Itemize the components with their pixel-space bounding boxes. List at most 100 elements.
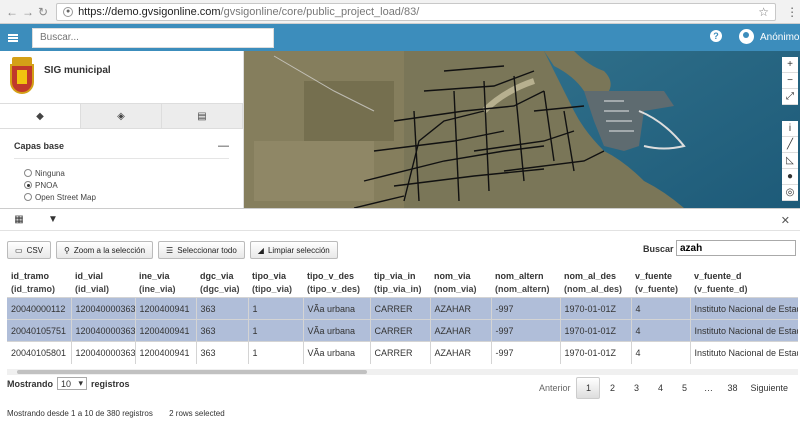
base-layer-option[interactable]: Open Street Map <box>24 191 229 203</box>
table-row[interactable]: 20040105751 120040000363 1200400941 363 1 VÃa… <box>7 319 798 342</box>
length-value: 10 <box>61 378 72 389</box>
global-search-input[interactable] <box>32 27 274 48</box>
column-alias: (ine_via) <box>139 284 176 294</box>
csv-label: CSV <box>26 245 44 255</box>
column-name: dgc_via <box>200 271 234 281</box>
column-name: tipo_v_des <box>307 271 355 281</box>
column-header-nom-altern[interactable]: nom_altern (nom_altern) <box>491 267 560 298</box>
forward-arrow-icon[interactable]: → <box>22 4 34 19</box>
column-name: v_fuente <box>635 271 673 281</box>
collapse-icon[interactable]: — <box>218 139 229 152</box>
column-header-tipo-via[interactable]: tipo_via (tipo_via) <box>248 267 303 298</box>
base-layer-option[interactable]: PNOA <box>24 179 229 191</box>
table-row[interactable]: 20040000112 120040000363 1200400941 363 1 VÃa… <box>7 297 798 320</box>
fullscreen-icon[interactable]: ⤢ <box>782 89 798 105</box>
page-button[interactable]: 3 <box>633 383 639 393</box>
aerial-map-image <box>244 51 800 208</box>
bookmark-star-icon[interactable]: ☆ <box>758 4 770 19</box>
tab-legend[interactable]: ◈ <box>81 104 162 128</box>
table-search-input[interactable] <box>676 240 796 256</box>
filter-icon[interactable]: ▼ <box>48 214 58 225</box>
column-header-v-fuente[interactable]: v_fuente (v_fuente) <box>631 267 690 298</box>
secure-lock-icon: ● <box>63 6 74 17</box>
radio-button[interactable] <box>24 169 32 177</box>
clear-selection-button[interactable]: ◢ Limpiar selección <box>249 241 338 259</box>
attribute-table-panel: ▦ ▼ ✕ ▭ CSV ⚲ Zoom a la selección ☰ Selecci… <box>0 208 800 436</box>
info-icon[interactable]: i <box>782 121 798 137</box>
table-cell: 4 <box>631 341 691 364</box>
tab-table[interactable]: ▤ <box>162 104 243 128</box>
zoom-to-selection-button[interactable]: ⚲ Zoom a la selección <box>56 241 154 259</box>
base-layer-option[interactable]: Ninguna <box>24 167 229 179</box>
scrollbar-thumb[interactable] <box>17 370 367 374</box>
geolocate-icon[interactable]: ◎ <box>782 185 798 201</box>
column-header-dgc-via[interactable]: dgc_via (dgc_via) <box>196 267 248 298</box>
column-alias: (nom_altern) <box>495 284 550 294</box>
column-alias: (v_fuente_d) <box>694 284 748 294</box>
clear-label: Limpiar selección <box>267 245 330 255</box>
column-alias: (tip_via_in) <box>374 284 422 294</box>
page-button[interactable]: 4 <box>657 383 663 393</box>
browser-menu-icon[interactable]: ⋮ <box>786 4 799 19</box>
table-view-icon[interactable]: ▦ <box>14 214 24 225</box>
zoom-out-icon[interactable]: − <box>782 73 798 89</box>
file-icon: ▭ <box>15 245 23 255</box>
next-page-button[interactable]: Siguiente <box>750 383 788 393</box>
column-alias: (id_vial) <box>75 284 110 294</box>
page-button[interactable]: 5 <box>681 383 687 393</box>
hamburger-menu-icon[interactable] <box>8 33 18 42</box>
column-header-nom-via[interactable]: nom_via (nom_via) <box>430 267 491 298</box>
column-header-tipo-v-des[interactable]: tipo_v_des (tipo_v_des) <box>303 267 370 298</box>
measure-line-icon[interactable]: ╱ <box>782 137 798 153</box>
column-name: nom_altern <box>495 271 544 281</box>
table-cell: CARRER <box>370 319 431 342</box>
length-suffix: registros <box>91 378 130 389</box>
close-icon[interactable]: ✕ <box>780 215 790 227</box>
zoom-in-icon[interactable]: + <box>782 57 798 73</box>
column-header-ine-via[interactable]: ine_via (ine_via) <box>135 267 196 298</box>
column-header-id-vial[interactable]: id_vial (id_vial) <box>71 267 135 298</box>
column-header-tip-via-in[interactable]: tip_via_in (tip_via_in) <box>370 267 430 298</box>
column-name: tip_via_in <box>374 271 416 281</box>
table-cell: 1200400941 <box>135 297 197 320</box>
column-name: tipo_via <box>252 271 287 281</box>
column-name: ine_via <box>139 271 170 281</box>
zoom-controls: + − ⤢ <box>782 57 798 105</box>
table-cell: -997 <box>491 341 561 364</box>
table-cell: AZAHAR <box>430 319 492 342</box>
table-search-label: Buscar : <box>643 244 680 254</box>
column-header-nom-al-des[interactable]: nom_al_des (nom_al_des) <box>560 267 631 298</box>
base-layer-label: Open Street Map <box>35 192 96 202</box>
horizontal-scrollbar[interactable] <box>7 369 798 375</box>
page-length-select[interactable]: 10 ▾ <box>57 377 87 390</box>
reload-icon[interactable]: ↻ <box>38 4 49 19</box>
user-name[interactable]: Anónimo <box>760 32 800 43</box>
map-view[interactable]: + − ⤢ i ╱ ◺ ● ◎ <box>244 51 800 208</box>
location-marker-icon[interactable]: ● <box>782 169 798 185</box>
user-avatar-icon[interactable] <box>739 29 754 44</box>
back-arrow-icon[interactable]: ← <box>6 4 18 19</box>
select-all-button[interactable]: ☰ Seleccionar todo <box>158 241 245 259</box>
tab-layers[interactable]: ◆ <box>0 104 81 128</box>
radio-button[interactable] <box>24 193 32 201</box>
csv-button[interactable]: ▭ CSV <box>7 241 52 259</box>
page-button[interactable]: 2 <box>609 383 615 393</box>
table-row[interactable]: 20040105801 120040000363 1200400941 363 1 VÃa… <box>7 341 798 364</box>
length-prefix: Mostrando <box>7 378 53 389</box>
column-header-id-tramo[interactable]: id_tramo (id_tramo) <box>7 267 71 298</box>
measure-area-icon[interactable]: ◺ <box>782 153 798 169</box>
previous-page-button[interactable]: Anterior <box>538 383 571 393</box>
base-layers-header[interactable]: Capas base — <box>14 133 229 159</box>
radio-button[interactable] <box>24 181 32 189</box>
page-button[interactable]: 38 <box>727 383 738 393</box>
zoom-label: Zoom a la selección <box>73 245 146 255</box>
table-cell: 363 <box>196 319 249 342</box>
help-icon[interactable]: ? <box>710 30 722 42</box>
address-bar[interactable]: ● https://demo.gvsigonline.com/gvsigonli… <box>56 2 777 21</box>
app-header: ? Anónimo <box>0 24 800 51</box>
page-button[interactable]: 1 <box>576 377 601 399</box>
column-header-v-fuente-d[interactable]: v_fuente_d (v_fuente_d) <box>690 267 798 298</box>
table-cell: 20040105801 <box>7 341 72 364</box>
table-cell: 1200400941 <box>135 319 197 342</box>
column-alias: (dgc_via) <box>200 284 240 294</box>
